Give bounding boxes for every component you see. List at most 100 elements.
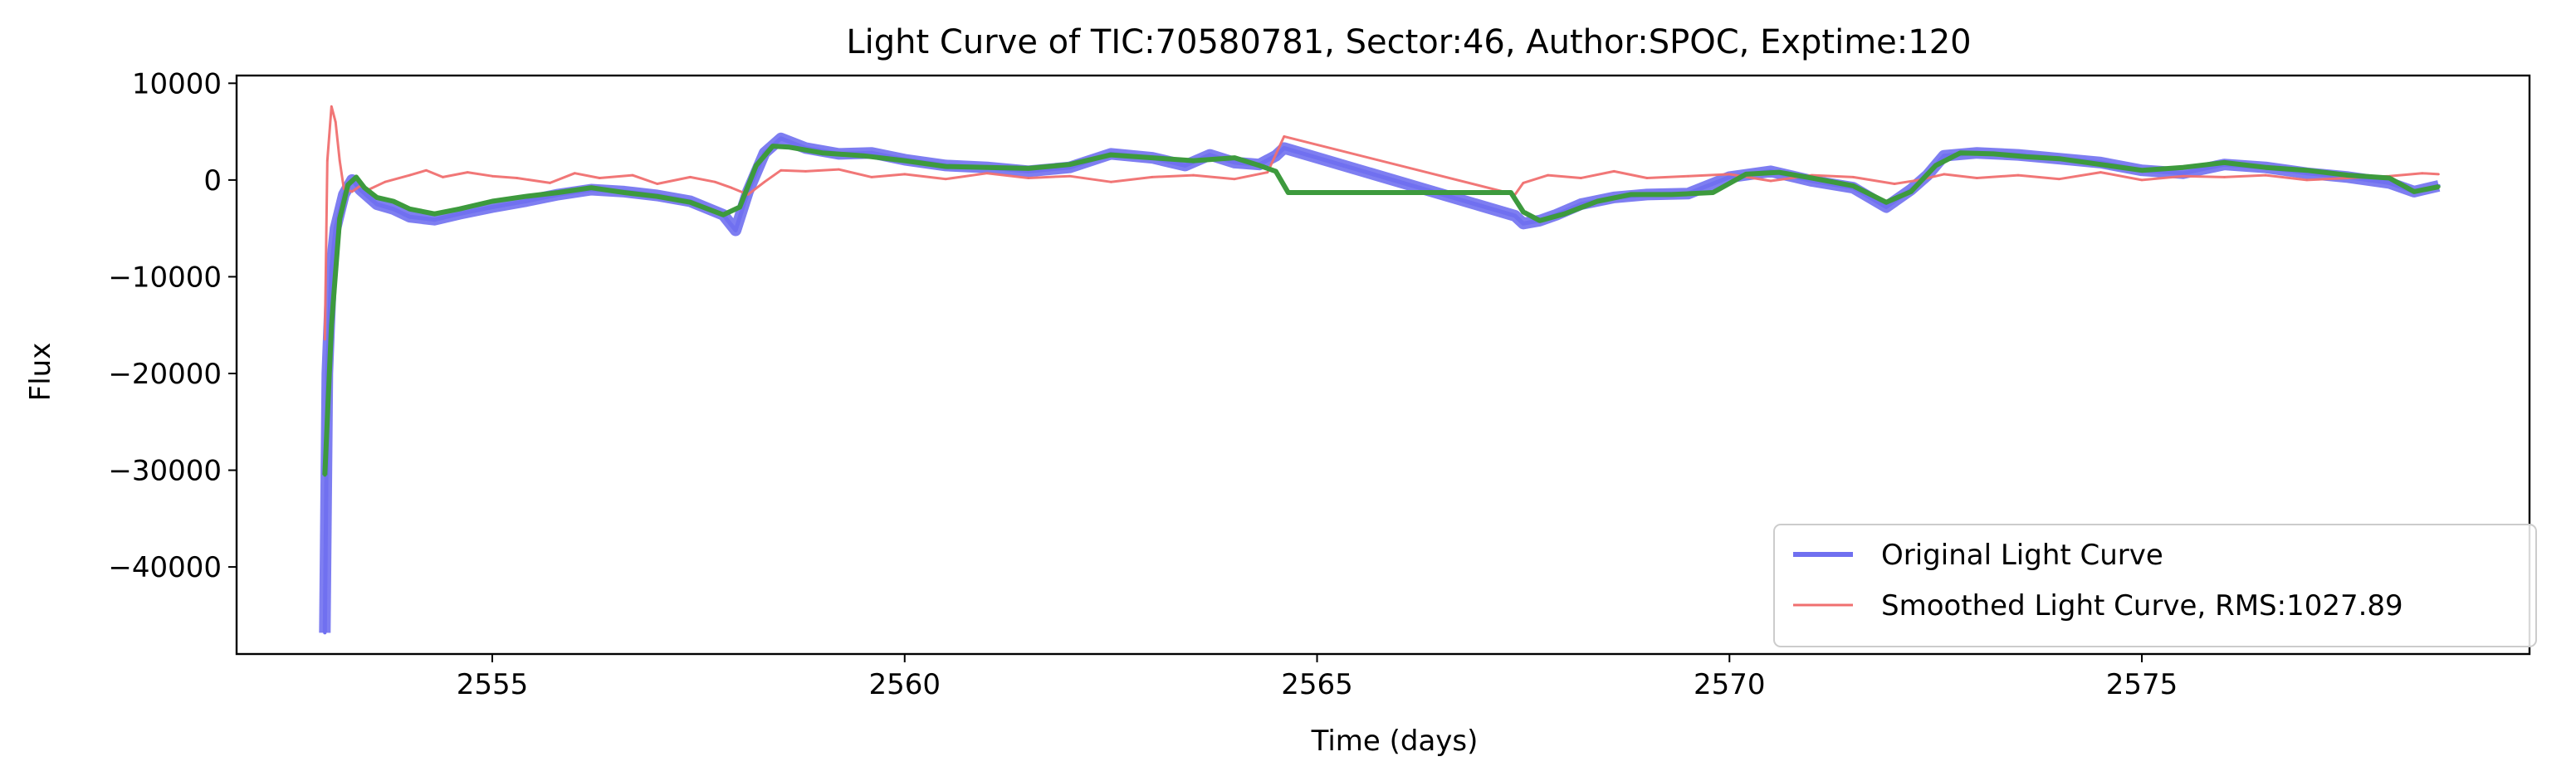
series-1-point [491, 175, 494, 178]
series-2-point [1509, 191, 1513, 194]
series-0-point [523, 199, 527, 203]
y-axis: 10000 0 −10000 −20000 −30000 −40000 [108, 67, 237, 584]
series-2-point [354, 175, 359, 179]
series-1-point [442, 176, 444, 178]
series-1-point [2099, 171, 2102, 173]
series-0-point [1208, 153, 1212, 157]
series-0-point [334, 227, 338, 231]
series-1-point [1522, 182, 1525, 184]
series-1-point [838, 168, 840, 171]
series-2-point [589, 186, 594, 190]
series-1-point [1547, 173, 1549, 177]
legend: Original Light Curve Smoothed Light Curv… [1773, 524, 2537, 647]
series-0-point [1942, 154, 1946, 158]
x-tick-label: 2565 [1281, 668, 1353, 701]
series-1-point [2223, 176, 2226, 178]
series-2-point [330, 323, 334, 327]
series-2-point [1521, 210, 1525, 214]
series-0-point [323, 631, 327, 635]
series-0-point [1728, 175, 1732, 179]
series-2-point [1068, 163, 1072, 167]
x-axis-label: Time (days) [1311, 725, 1479, 758]
series-2-point [1909, 189, 1913, 193]
series-1-point [384, 181, 386, 183]
y-tick-label: 0 [203, 164, 222, 198]
series-2-point [2099, 163, 2103, 167]
series-0-point [1884, 205, 1889, 209]
series-1-point [425, 169, 428, 172]
series-2-point [2264, 165, 2268, 169]
series-1-point [1283, 135, 1286, 138]
series-0-point [1521, 222, 1525, 226]
series-2-point [1191, 159, 1195, 163]
series-1-point [2016, 173, 2020, 177]
series-2-point [985, 165, 990, 169]
series-1-point [330, 105, 333, 108]
series-2-point [1992, 152, 1996, 156]
series-1-point [599, 177, 601, 179]
axes-frame [235, 74, 2531, 656]
series-1-point [408, 173, 411, 177]
series-2-point [457, 207, 462, 211]
series-1-point [1068, 175, 1071, 178]
series-2-point [1596, 199, 1600, 203]
series-0-point [491, 205, 494, 209]
series-2-point [1150, 156, 1154, 160]
series-1-point [1151, 176, 1154, 178]
series-2-point [770, 144, 775, 149]
series-2-point [2388, 176, 2392, 180]
series-1-point [1893, 183, 1896, 185]
series-2-point [1273, 169, 1278, 173]
series-2-point [1851, 183, 1855, 188]
series-0-point [391, 207, 395, 211]
series-0-point [2388, 181, 2392, 185]
series-2-point [2222, 160, 2227, 164]
series-2-point [408, 207, 412, 211]
series-2-point [902, 159, 907, 163]
y-tick-label: −40000 [108, 551, 222, 584]
series-1-point [689, 176, 692, 178]
y-tick-label: −30000 [108, 455, 222, 488]
series-2-point [862, 154, 866, 158]
x-tick-label: 2560 [868, 668, 941, 701]
y-tick-label: −10000 [108, 261, 222, 294]
series-2-point [391, 199, 395, 203]
series-2-point [1286, 191, 1290, 194]
series-2-point [623, 191, 626, 194]
series-2-point [1884, 200, 1889, 204]
series-1-point [467, 171, 469, 173]
series-2-point [820, 151, 824, 155]
series-2-point [1026, 166, 1030, 170]
series-2-point [1537, 218, 1542, 222]
series-1-point [1027, 177, 1030, 179]
series-1-point [985, 172, 989, 174]
series-1-point [1580, 177, 1582, 179]
series-2-point [374, 195, 379, 199]
series-2-point [944, 164, 948, 168]
series-0-point [457, 212, 462, 216]
series-2-point [2057, 157, 2061, 161]
x-tick-label: 2570 [1694, 668, 1766, 701]
series-1-point [945, 178, 947, 180]
series-1-point [2140, 178, 2143, 182]
legend-box [1773, 524, 2537, 647]
series-2-point [754, 164, 758, 168]
series-2-point [1109, 153, 1113, 157]
series-2-point [688, 200, 692, 204]
series-1-point [324, 339, 326, 341]
series-1-point [2182, 175, 2184, 178]
series-2-point [721, 212, 726, 217]
series-2-point [655, 194, 659, 198]
series-1-point [2264, 173, 2267, 177]
series-1-point [1769, 179, 1772, 183]
series-1-point [1976, 177, 1978, 179]
series-1-point [339, 159, 341, 162]
series-2-point [1711, 191, 1715, 194]
series-1-point [1266, 171, 1269, 173]
series-1-point [516, 177, 518, 179]
series-0-point [870, 151, 873, 155]
series-2-point [2140, 168, 2143, 173]
y-axis-label: Flux [24, 343, 57, 402]
